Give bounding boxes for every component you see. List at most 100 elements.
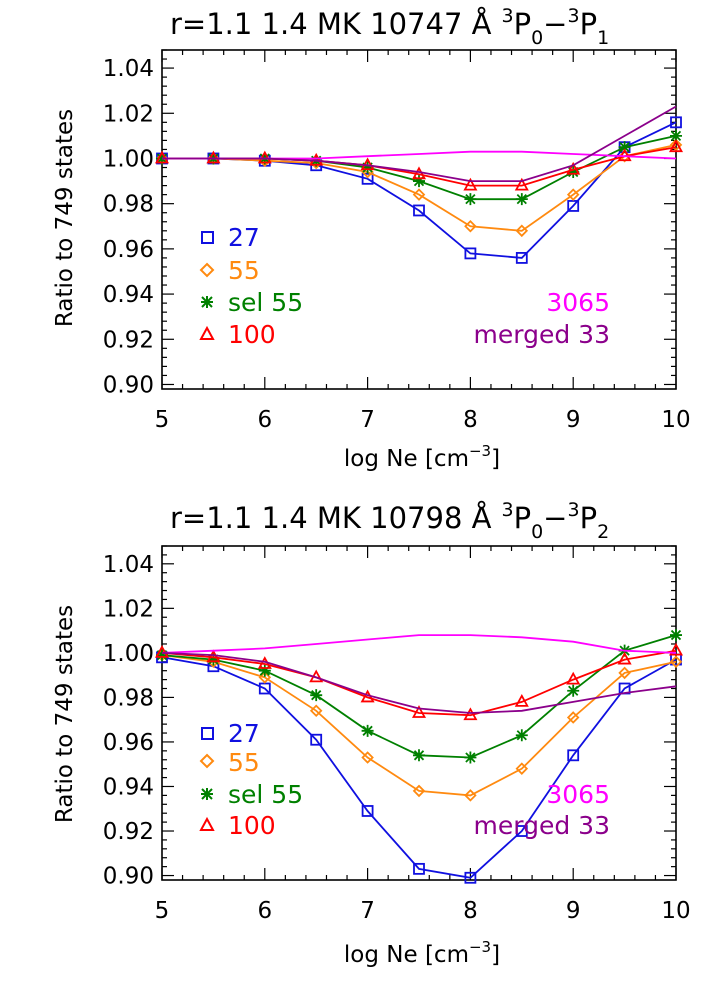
y-tick-label: 1.00 (103, 146, 154, 172)
data-point (669, 655, 683, 669)
data-point (464, 751, 477, 764)
legend-label: 3065 (546, 288, 610, 317)
data-point (464, 193, 477, 206)
y-tick-label: 0.96 (103, 730, 154, 756)
data-point (464, 220, 477, 233)
data-point (567, 200, 580, 212)
series-line-55 (161, 654, 677, 797)
y-tick-label: 0.90 (103, 864, 154, 890)
legend-marker-star (201, 788, 213, 800)
data-point (412, 784, 426, 798)
data-point (566, 161, 581, 175)
x-tick-label: 5 (155, 898, 170, 924)
legend-label: 55 (228, 748, 260, 777)
data-point (670, 629, 682, 642)
data-point (463, 707, 478, 721)
y-tick-label: 0.98 (103, 192, 154, 218)
data-point (670, 116, 682, 129)
data-point (464, 789, 477, 802)
legend-marker-diamond (199, 262, 215, 278)
data-point (257, 150, 272, 164)
data-point (310, 733, 323, 746)
series-layer (154, 629, 684, 884)
panel-title: r=1.1 1.4 MK 10798 Å 3P0−3P2 (170, 499, 609, 543)
series-layer (154, 105, 684, 264)
series-line-merged-33 (161, 652, 677, 714)
panel-title: r=1.1 1.4 MK 10747 Å 3P0−3P1 (170, 5, 609, 49)
data-point (567, 749, 580, 762)
data-point (668, 642, 684, 656)
data-point (515, 729, 528, 742)
data-point (413, 175, 425, 188)
legend: 27 55 sel 55 100 3065 merged 33 (199, 719, 610, 840)
legend-label: sel 55 (228, 780, 303, 809)
legend-marker-square (201, 231, 214, 244)
axes: 5 6 7 8 9 10 0.90 0.92 0.94 0.96 0.98 1.00 1.02 1.04 (103, 49, 691, 433)
legend: 27 55 sel 55 100 3065 merged 33 (199, 223, 610, 349)
data-point (567, 684, 580, 697)
data-point (515, 224, 529, 238)
data-point (154, 645, 170, 658)
data-point (567, 166, 580, 179)
y-tick-label: 1.00 (103, 641, 154, 667)
legend-marker-square (201, 727, 214, 740)
legend-marker-star (201, 296, 213, 308)
legend-label: 27 (228, 719, 260, 748)
x-axis-label: log Ne [cm−3] (344, 442, 500, 472)
legend-marker-triangle (199, 816, 215, 831)
x-axis-label: log Ne [cm−3] (344, 938, 500, 968)
legend-marker-triangle (199, 325, 215, 340)
data-point (206, 150, 221, 164)
data-point (207, 653, 220, 666)
data-point (669, 138, 683, 152)
y-tick-label: 1.04 (103, 56, 154, 82)
data-point (566, 711, 580, 724)
x-tick-label: 10 (661, 407, 690, 433)
x-tick-label: 8 (463, 407, 478, 433)
data-point (566, 671, 581, 685)
x-tick-label: 7 (360, 407, 375, 433)
y-tick-label: 0.92 (103, 819, 154, 845)
data-point (464, 247, 477, 260)
data-point (361, 724, 374, 737)
y-tick-label: 0.94 (103, 774, 154, 800)
x-tick-label: 6 (257, 407, 272, 433)
series-line-55 (162, 144, 677, 232)
y-tick-label: 0.96 (103, 237, 154, 263)
legend-label: 100 (228, 320, 276, 349)
data-point (154, 150, 170, 164)
data-point (361, 805, 374, 817)
y-axis-label: Ratio to 749 states (52, 109, 78, 327)
x-tick-label: 9 (566, 898, 581, 924)
data-point (156, 649, 168, 662)
plot-frame (161, 545, 677, 881)
plot-frame (161, 49, 677, 390)
data-point (618, 666, 631, 680)
data-point (413, 204, 425, 217)
data-point (463, 177, 478, 191)
data-point (514, 693, 529, 707)
data-point (310, 689, 323, 702)
data-point (670, 129, 682, 142)
x-tick-label: 10 (661, 898, 690, 924)
data-point (258, 664, 271, 677)
series-line-3065 (162, 150, 677, 160)
data-point (566, 188, 580, 201)
legend-label: 3065 (546, 780, 610, 809)
data-point (258, 671, 272, 684)
x-tick-label: 9 (566, 407, 581, 433)
y-tick-label: 0.94 (103, 282, 154, 308)
legend-label: 55 (228, 256, 260, 285)
data-point (413, 749, 425, 762)
data-point (515, 193, 528, 206)
y-tick-label: 0.98 (103, 685, 154, 711)
data-point (361, 172, 374, 185)
data-point (668, 139, 684, 153)
series-line-3065 (161, 634, 677, 654)
data-point (515, 252, 528, 264)
y-axis-label: Ratio to 749 states (52, 605, 78, 823)
legend-marker-diamond (199, 753, 215, 769)
y-tick-label: 0.92 (103, 327, 154, 353)
data-point (618, 141, 631, 154)
